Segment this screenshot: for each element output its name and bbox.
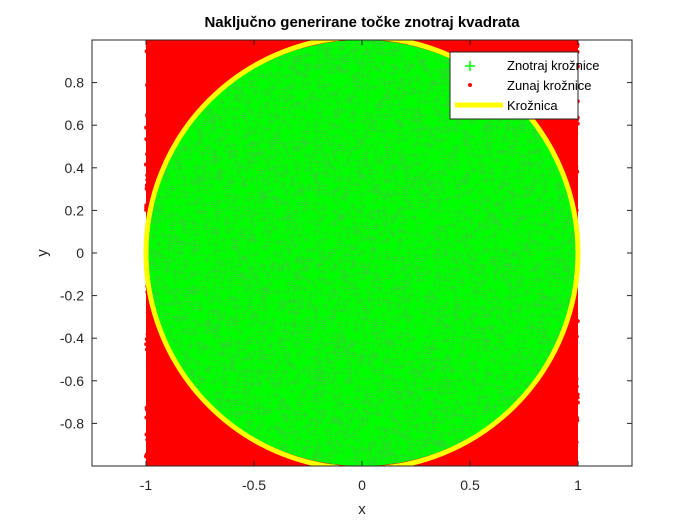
y-tick-label: -0.4: [60, 330, 84, 346]
y-tick-label: 0.8: [65, 75, 85, 91]
y-tick-label: 0: [76, 245, 84, 261]
y-tick-label: 0.6: [65, 117, 85, 133]
legend-entry-outside: Zunaj krožnice: [468, 78, 592, 93]
y-tick-label: 0.2: [65, 202, 85, 218]
x-tick-label: -0.5: [242, 477, 266, 493]
legend-label-outside: Zunaj krožnice: [507, 78, 592, 93]
x-axis-label: x: [358, 501, 366, 518]
legend-entry-circle: Krožnica: [455, 98, 558, 113]
y-tick-label: -0.6: [60, 373, 84, 389]
y-tick-label: -0.2: [60, 288, 84, 304]
legend-label-inside: Znotraj krožnice: [507, 58, 599, 73]
x-axis: -1 -0.5 0 0.5 1: [140, 40, 582, 493]
legend-label-circle: Krožnica: [507, 98, 558, 113]
inside-points-series: [143, 40, 581, 466]
legend: Znotraj krožnice Zunaj krožnice Krožnica: [449, 51, 599, 120]
chart-title: Naključno generirane točke znotraj kvadr…: [204, 14, 520, 31]
x-tick-label: 0.5: [460, 477, 480, 493]
circle-line: [143, 40, 581, 466]
inside-point-markers: [143, 40, 581, 466]
legend-symbol-outside: [468, 83, 472, 87]
y-axis-label: y: [34, 249, 51, 257]
x-tick-label: 0: [358, 477, 366, 493]
legend-entry-inside: Znotraj krožnice: [465, 58, 599, 73]
x-tick-label: 1: [574, 477, 582, 493]
y-tick-label: -0.8: [60, 415, 84, 431]
legend-symbol-inside: [465, 61, 475, 71]
x-tick-label: -1: [140, 477, 153, 493]
y-tick-label: 0.4: [65, 160, 85, 176]
y-axis: -0.8 -0.6 -0.4 -0.2 0 0.2 0.4 0.6 0.8: [60, 75, 632, 431]
